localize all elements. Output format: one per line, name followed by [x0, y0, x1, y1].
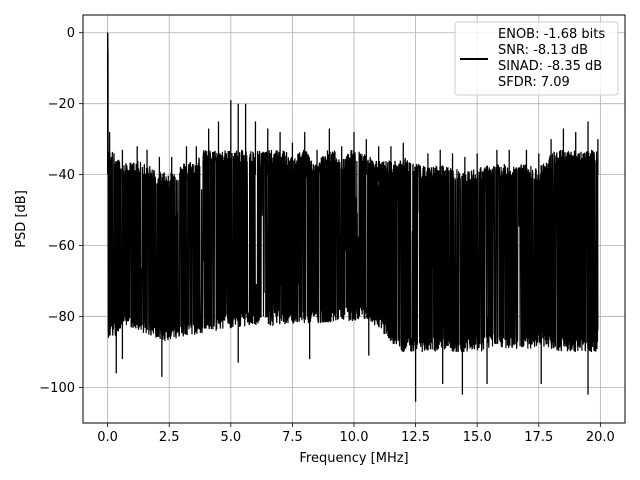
y-tick-label: 0	[67, 26, 75, 41]
legend-entry-snr: SNR: -8.13 dB	[498, 43, 588, 58]
x-tick-label: 10.0	[340, 430, 369, 445]
y-axis-label: PSD [dB]	[14, 190, 29, 248]
x-axis-label: Frequency [MHz]	[299, 451, 408, 466]
x-tick-label: 0.0	[97, 430, 118, 445]
legend: ENOB: -1.68 bits SNR: -8.13 dB SINAD: -8…	[454, 21, 619, 96]
x-tick-label: 12.5	[401, 430, 430, 445]
x-tick-label: 20.0	[586, 430, 615, 445]
peak-markers	[106, 32, 599, 402]
series-psd	[106, 32, 599, 402]
legend-entry-enob: ENOB: -1.68 bits	[498, 27, 605, 42]
x-tick-label: 7.5	[282, 430, 303, 445]
y-ticks: 0 −20 −40 −60 −80 −100	[39, 26, 83, 396]
x-ticks: 0.0 2.5 5.0 7.5 10.0 12.5 15.0 17.5 20.0	[97, 423, 615, 445]
series-psd-line	[107, 32, 599, 353]
x-tick-label: 5.0	[220, 430, 241, 445]
legend-entry-sinad: SINAD: -8.35 dB	[498, 59, 602, 74]
x-tick-label: 15.0	[463, 430, 492, 445]
y-tick-label: −40	[48, 168, 75, 183]
legend-box	[454, 21, 619, 96]
y-tick-label: −20	[48, 97, 75, 112]
legend-entry-sfdr: SFDR: 7.09	[498, 75, 570, 90]
x-tick-label: 17.5	[524, 430, 553, 445]
y-tick-label: −100	[39, 381, 75, 396]
y-tick-label: −60	[48, 239, 75, 254]
y-tick-label: −80	[48, 310, 75, 325]
x-tick-label: 2.5	[159, 430, 180, 445]
